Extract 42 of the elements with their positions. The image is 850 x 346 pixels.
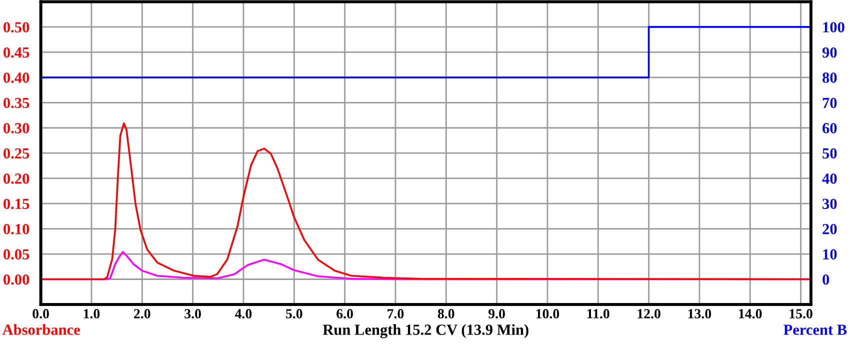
y2-tick-label: 100 [823,22,844,32]
x-tick-label: 4.0 [234,309,252,318]
x-tick-label: 9.0 [488,309,505,318]
y2-axis-title: Percent B [784,324,847,335]
y-tick-label: 0.05 [4,249,30,260]
y-tick-label: 0.50 [4,22,30,32]
y-tick-label: 0.25 [4,148,30,159]
x-tick-label: 0.0 [32,309,49,318]
y-tick-label: 0.30 [4,123,30,134]
x-tick-label: 15.0 [790,309,812,318]
y-tick-label: 0.35 [4,98,30,108]
y2-tick-label: 0 [822,274,830,285]
y-tick-label: 0.00 [4,274,30,285]
x-tick-label: 13.0 [688,309,712,318]
y-tick-label: 0.40 [4,72,30,83]
y2-tick-label: 60 [822,123,837,134]
y2-tick-label: 30 [822,198,837,210]
line-series [40,122,811,280]
x-tick-label: 10.0 [536,309,560,318]
y2-tick-label: 90 [822,47,837,58]
x-tick-label: 6.0 [336,309,353,318]
x-tick-label: 11.0 [587,309,610,318]
x-axis-title: Run Length 15.2 CV (13.9 Min) [322,324,528,338]
y2-tick-label: 10 [823,249,837,260]
y2-tick-label: 70 [822,98,837,108]
x-tick-label: 1.0 [84,309,100,318]
x-tick-label: 2.0 [134,309,150,318]
x-tick-label: 12.0 [638,309,660,318]
y-axis-title: Absorbance [2,324,80,335]
x-tick-label: 14.0 [739,309,762,318]
x-tick-label: 7.0 [388,309,404,318]
y-tick-label: 0.45 [4,47,30,58]
x-tick-label: 3.0 [184,309,201,318]
y-tick-label: 0.10 [4,224,30,234]
y-tick-label: 0.15 [4,198,30,210]
x-tick-label: 8.0 [438,309,454,318]
y-tick-label: 0.20 [4,173,30,184]
y2-tick-label: 50 [822,148,837,159]
y2-tick-label: 40 [822,173,837,184]
y2-tick-label: 80 [822,72,837,83]
y2-tick-label: 20 [822,224,837,234]
x-tick-label: 5.0 [286,309,302,318]
